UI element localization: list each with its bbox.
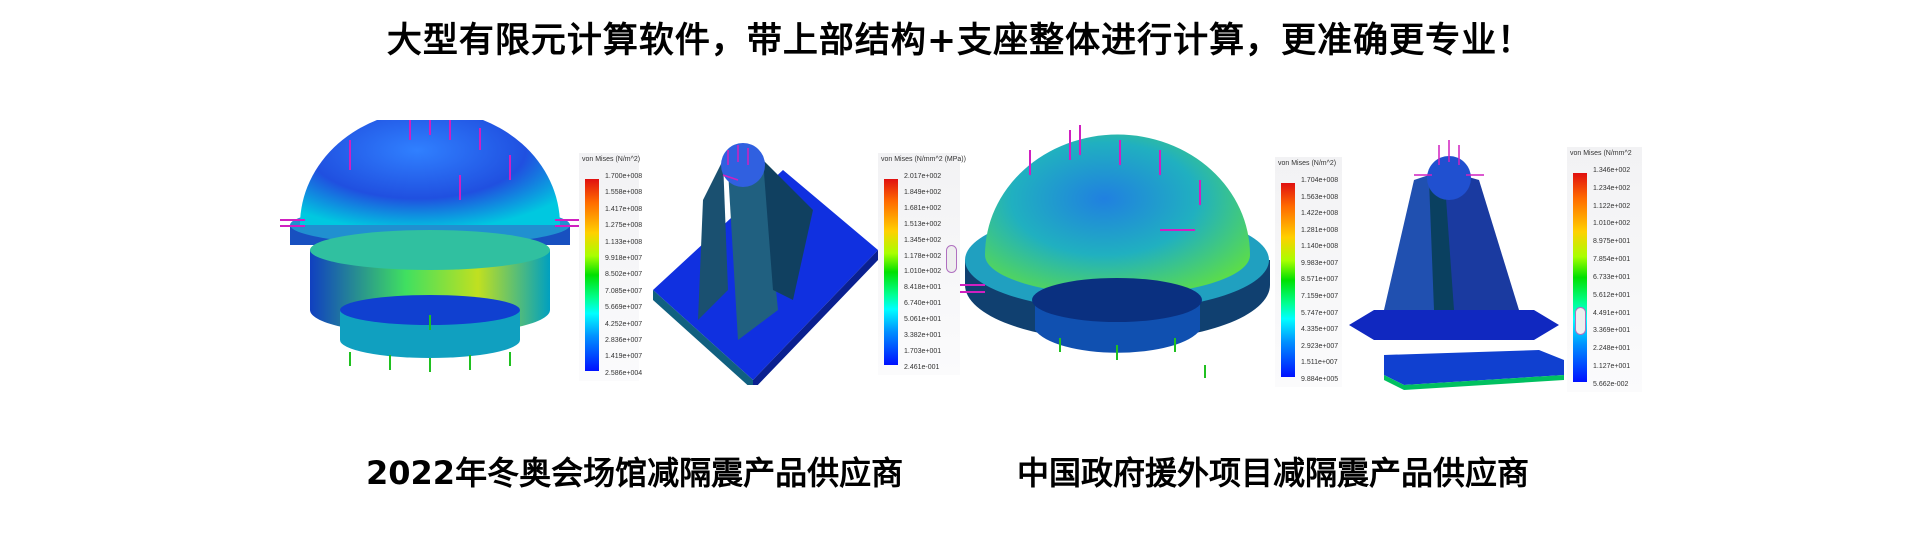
legend-tick: 9.884e+005 (1301, 375, 1339, 383)
legend-title: von Mises (N/mm^2 (MPa)) (881, 156, 966, 163)
legend-tick: 7.159e+007 (1301, 293, 1339, 301)
legend-tick: 9.983e+007 (1301, 259, 1339, 267)
legend-tick: 1.345e+002 (904, 236, 942, 244)
legend-tick: 2.017e+002 (904, 173, 942, 180)
legend-tick: 1.849e+002 (904, 188, 942, 196)
legend-tick: 1.140e+008 (1301, 243, 1339, 251)
legend-tick: 2.248e+001 (1593, 345, 1631, 353)
legend-tick: 5.747e+007 (1301, 309, 1339, 317)
legend-tick: 3.369e+001 (1593, 327, 1631, 335)
legend-tick: 8.418e+001 (904, 284, 942, 292)
color-scale (884, 179, 898, 365)
legend-tick: 1.700e+008 (605, 173, 643, 180)
legend-tick: 8.571e+007 (1301, 276, 1339, 284)
color-scale (585, 179, 599, 371)
legend-tick: 2.586e+004 (605, 369, 643, 377)
legend-tick: 1.346e+002 (1593, 167, 1631, 174)
legend-tick: 1.127e+001 (1593, 363, 1631, 371)
legend-title: von Mises (N/mm^2 (1570, 150, 1632, 157)
legend-tick: 1.563e+008 (1301, 193, 1339, 201)
stress-legend-2: von Mises (N/mm^2 (MPa)) 2.017e+002 1.849… (878, 153, 966, 375)
dome-bearing-fea-model-1 (280, 120, 580, 372)
legend-tick: 1.422e+008 (1301, 210, 1339, 218)
legend-tick: 3.382e+001 (904, 332, 942, 340)
color-scale (1281, 183, 1295, 377)
legend-tick: 1.681e+002 (904, 204, 942, 212)
load-arrows (280, 120, 580, 227)
legend-tick: 1.511e+007 (1301, 359, 1338, 367)
legend-tick: 1.234e+002 (1593, 184, 1631, 192)
legend-tick: 7.085e+007 (605, 287, 643, 295)
legend-tick: 1.122e+002 (1593, 202, 1631, 210)
legend-tick: 8.502e+007 (605, 271, 643, 279)
legend-tick: 4.252e+007 (605, 320, 643, 328)
legend-tick: 5.669e+007 (605, 304, 643, 312)
legend-title: von Mises (N/m^2) (1278, 160, 1337, 167)
legend-tick: 1.010e+002 (904, 268, 942, 276)
fixture-arrows (349, 315, 511, 372)
legend-tick: 9.918e+007 (605, 255, 643, 263)
legend-tick: 1.417e+008 (605, 205, 643, 213)
legend-tick: 2.836e+007 (605, 337, 643, 345)
caption-winter-olympics: 2022年冬奥会场馆减隔震产品供应商 (366, 454, 904, 492)
legend-tick: 4.491e+001 (1593, 309, 1631, 317)
legend-slider[interactable] (946, 245, 957, 273)
legend-tick: 1.419e+007 (605, 353, 643, 361)
legend-tick: 1.275e+008 (605, 222, 643, 230)
dome-bearing-fea-model-3 (960, 125, 1270, 378)
stress-legend-4: von Mises (N/mm^2 1.346e+002 1.234e+002 1.… (1567, 147, 1642, 392)
tower-bearing-fea-model-4 (1349, 140, 1564, 390)
legend-tick: 1.281e+008 (1301, 226, 1339, 234)
color-scale (1573, 173, 1587, 382)
legend-tick: 8.975e+001 (1593, 238, 1631, 246)
legend-tick: 5.662e-002 (1593, 380, 1629, 388)
headline: 大型有限元计算软件，带上部结构+支座整体进行计算，更准确更专业！ (386, 21, 1534, 61)
legend-tick: 7.854e+001 (1593, 256, 1631, 264)
legend-title: von Mises (N/m^2) (582, 156, 641, 163)
legend-tick: 1.133e+008 (605, 238, 643, 246)
legend-tick: 1.513e+002 (904, 220, 942, 228)
legend-tick: 1.703e+001 (904, 347, 942, 355)
legend-tick: 4.335e+007 (1301, 326, 1339, 334)
stress-legend-3: von Mises (N/m^2) 1.704e+008 1.563e+008 1.… (1275, 157, 1342, 387)
legend-tick: 1.704e+008 (1301, 177, 1339, 184)
legend-tick: 6.740e+001 (904, 300, 942, 308)
caption-foreign-aid: 中国政府援外项目减隔震产品供应商 (1017, 454, 1530, 492)
legend-tick: 1.010e+002 (1593, 220, 1631, 228)
legend-tick: 1.558e+008 (605, 189, 643, 197)
legend-tick: 2.923e+007 (1301, 342, 1339, 350)
legend-tick: 2.461e-001 (904, 363, 940, 371)
stress-legend-1: von Mises (N/m^2) 1.700e+008 1.558e+008 1.… (579, 153, 643, 381)
tower-bearing-fea-model-2 (653, 143, 878, 385)
legend-tick: 1.178e+002 (904, 252, 942, 260)
legend-tick: 5.612e+001 (1593, 291, 1631, 299)
legend-slider[interactable] (1575, 307, 1586, 335)
legend-tick: 5.061e+001 (904, 316, 942, 324)
legend-tick: 6.733e+001 (1593, 273, 1631, 281)
